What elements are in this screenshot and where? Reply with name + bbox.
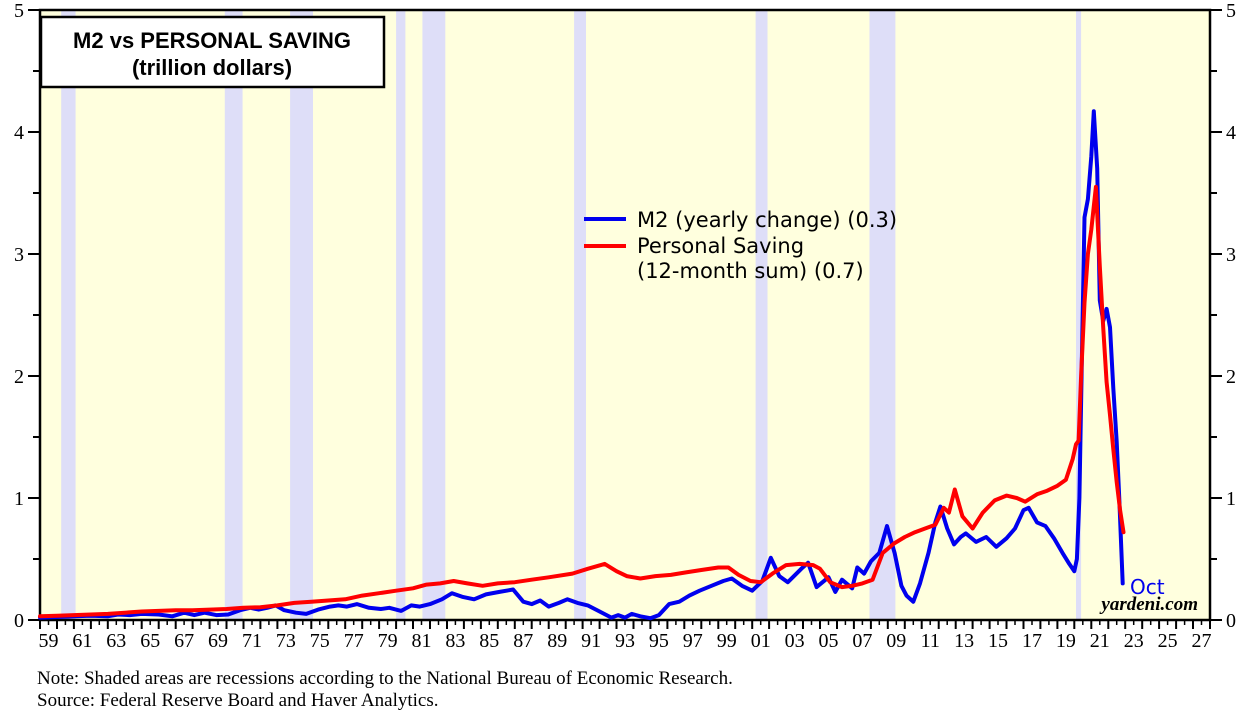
x-tick-label: 59 <box>39 630 59 652</box>
x-tick-label: 11 <box>921 630 940 652</box>
recession-band <box>224 10 243 620</box>
m2-line <box>38 109 1125 621</box>
x-tick-label: 97 <box>683 630 703 652</box>
x-tick-label: 91 <box>581 630 601 652</box>
x-tick-label: 71 <box>242 630 262 652</box>
y-tick-label-right: 3 <box>1226 244 1236 266</box>
x-tick-label: 75 <box>310 630 330 652</box>
plot-background <box>40 10 1210 620</box>
x-tick-label: 09 <box>886 630 906 652</box>
x-tick-label: 13 <box>954 630 974 652</box>
x-tick-label: 99 <box>717 630 737 652</box>
recession-band <box>422 10 446 620</box>
y-tick-label-left: 0 <box>14 610 24 632</box>
recession-band <box>755 10 768 620</box>
yardeni-watermark: yardeni.com <box>1099 594 1198 615</box>
recession-band <box>1076 10 1082 620</box>
oct-annotation: Oct <box>1130 575 1165 599</box>
recession-band <box>396 10 406 620</box>
x-tick-label: 67 <box>174 630 194 652</box>
x-tick-label: 27 <box>1192 630 1212 652</box>
x-tick-label: 07 <box>852 630 872 652</box>
x-tick-label: 05 <box>819 630 839 652</box>
axes: 59 61 63 65 67 69 71 73 75 77 79 81 83 85 87 89 91 93 95 97… <box>14 0 1236 652</box>
x-tick-label: 85 <box>479 630 499 652</box>
y-tick-label-left: 5 <box>14 0 24 22</box>
x-tick-label: 61 <box>72 630 92 652</box>
x-tick-label: 23 <box>1124 630 1144 652</box>
y-tick-label-right: 1 <box>1226 488 1236 510</box>
x-tick-label: 65 <box>140 630 160 652</box>
recession-band <box>61 10 76 620</box>
x-tick-label: 19 <box>1056 630 1076 652</box>
legend-saving-sublabel: (12-month sum) (0.7) <box>637 259 864 283</box>
recession-bands <box>61 10 1082 620</box>
y-tick-label-right: 2 <box>1226 366 1236 388</box>
y-tick-label-left: 3 <box>14 244 24 266</box>
x-tick-label: 83 <box>445 630 465 652</box>
x-tick-label: 89 <box>547 630 567 652</box>
title-box: M2 vs PERSONAL SAVING (trillion dollars) <box>39 15 386 89</box>
legend: M2 (yearly change) (0.3) Personal Saving… <box>584 208 897 283</box>
recession-band <box>869 10 896 620</box>
legend-m2-label: M2 (yearly change) (0.3) <box>637 208 897 232</box>
x-tick-label: 25 <box>1158 630 1178 652</box>
x-tick-label: 87 <box>513 630 533 652</box>
x-tick-label: 15 <box>988 630 1008 652</box>
y-tick-label-right: 5 <box>1226 0 1236 22</box>
legend-saving-label: Personal Saving <box>637 234 804 258</box>
personal-saving-line <box>38 184 1126 619</box>
x-tick-label: 01 <box>751 630 771 652</box>
x-tick-label: 63 <box>106 630 126 652</box>
chart-title-line2: (trillion dollars) <box>132 55 292 80</box>
x-tick-label: 93 <box>615 630 635 652</box>
x-tick-label: 79 <box>378 630 398 652</box>
source-line: Source: Federal Reserve Board and Haver … <box>37 690 439 711</box>
x-tick-label: 73 <box>276 630 296 652</box>
recession-band <box>290 10 313 620</box>
y-tick-label-right: 0 <box>1226 610 1236 632</box>
title-box-frame <box>39 15 386 89</box>
x-tick-label: 81 <box>412 630 432 652</box>
y-tick-label-left: 4 <box>14 122 24 144</box>
x-tick-label: 95 <box>649 630 669 652</box>
x-tick-label: 21 <box>1090 630 1110 652</box>
y-tick-label-right: 4 <box>1226 122 1236 144</box>
x-tick-label: 77 <box>344 630 364 652</box>
chart-title-line1: M2 vs PERSONAL SAVING <box>73 28 351 53</box>
note-line: Note: Shaded areas are recessions accord… <box>37 668 733 689</box>
x-tick-label: 69 <box>208 630 228 652</box>
y-tick-label-left: 2 <box>14 366 24 388</box>
y-tick-label-left: 1 <box>14 488 24 510</box>
x-tick-label: 03 <box>785 630 805 652</box>
x-tick-label: 17 <box>1022 630 1042 652</box>
series-lines <box>38 109 1126 621</box>
recession-band <box>574 10 586 620</box>
